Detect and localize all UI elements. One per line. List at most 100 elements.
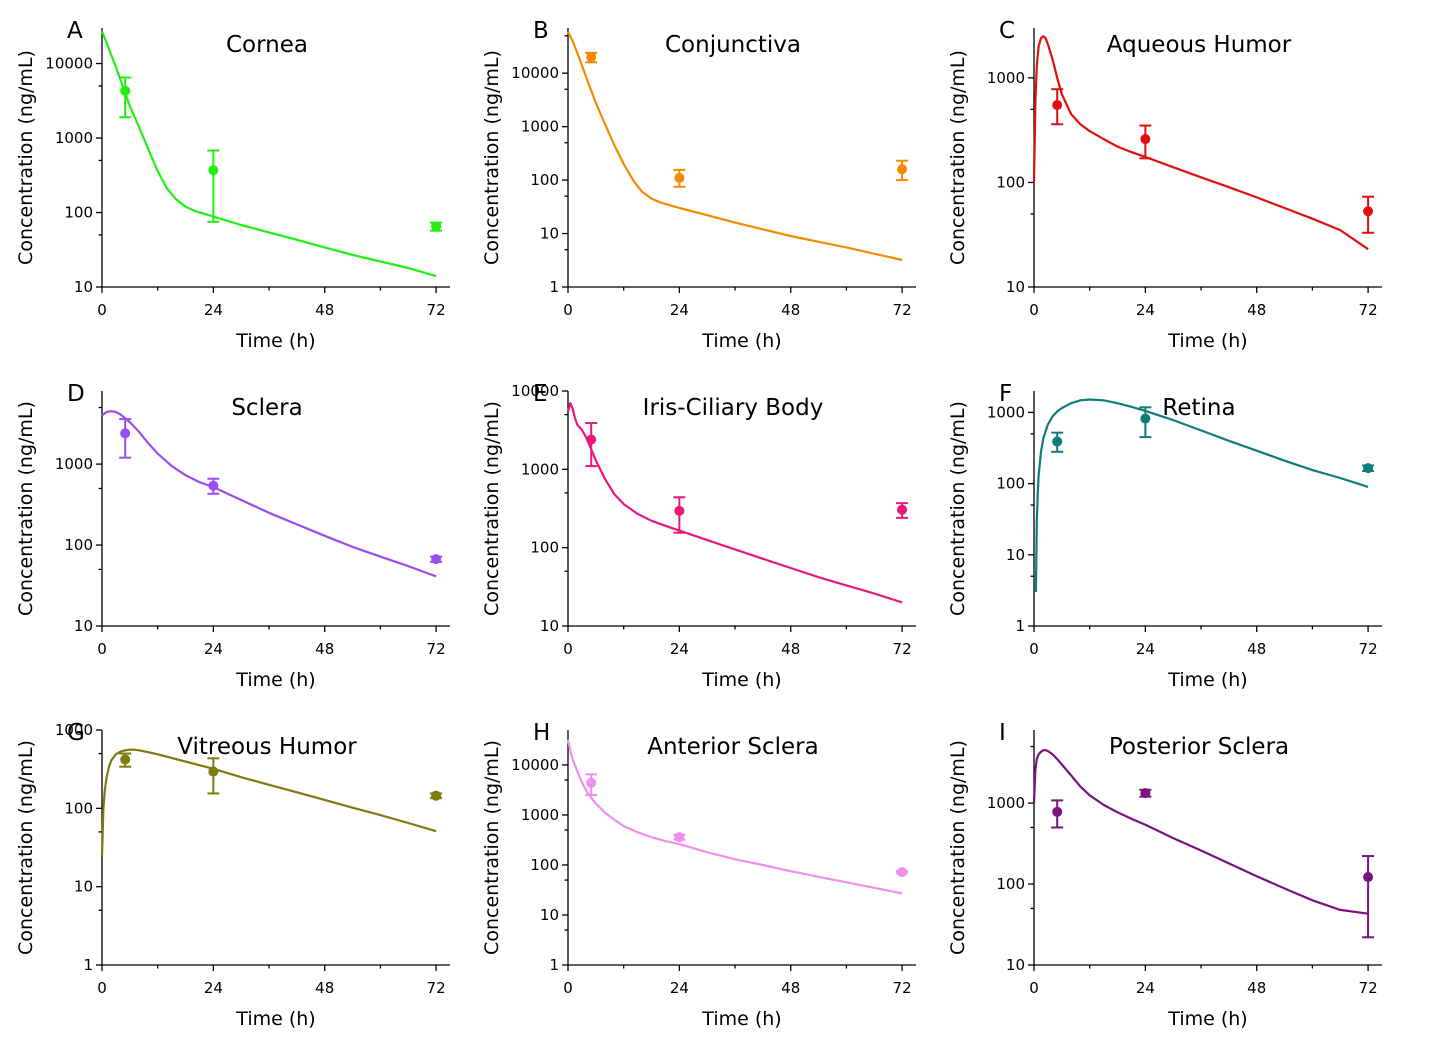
x-tick-label: 24 xyxy=(204,301,223,319)
data-point xyxy=(430,790,443,801)
x-axis-label: Time (h) xyxy=(1167,669,1247,691)
x-axis-label: Time (h) xyxy=(1167,330,1247,352)
x-tick-label: 0 xyxy=(97,979,107,997)
data-marker xyxy=(1052,806,1063,817)
y-tick-label: 10 xyxy=(540,906,559,924)
x-tick-label: 0 xyxy=(563,979,573,997)
x-tick-label: 48 xyxy=(781,640,800,658)
model-curve xyxy=(1032,749,1369,915)
panel-letter: E xyxy=(533,381,548,407)
x-tick-label: 24 xyxy=(1136,301,1155,319)
x-tick-label: 24 xyxy=(670,640,689,658)
y-tick-label: 1000 xyxy=(55,455,93,473)
panel-letter: D xyxy=(67,381,85,407)
data-point xyxy=(896,159,909,182)
x-tick-label: 0 xyxy=(97,301,107,319)
data-marker xyxy=(1052,436,1063,447)
model-curve xyxy=(1034,398,1369,593)
y-tick-label: 10 xyxy=(1006,278,1025,296)
panel-h: 0 24 48 72 1 10 100 1000 10000 Time (h) Concentrat… xyxy=(481,720,916,1030)
x-tick-label: 0 xyxy=(1029,640,1039,658)
data-marker xyxy=(1363,463,1374,474)
panel-title: Aqueous Humor xyxy=(1107,32,1292,58)
panel-letter: G xyxy=(67,720,85,746)
data-marker xyxy=(208,766,219,777)
x-tick-label: 0 xyxy=(1029,301,1039,319)
x-tick-label: 72 xyxy=(427,979,446,997)
y-tick-label: 10 xyxy=(74,617,93,635)
data-point xyxy=(673,496,686,534)
y-tick-label: 10000 xyxy=(511,382,559,400)
panel-g: 0 24 48 72 1 10 100 1000 Time (h) Concentration (… xyxy=(15,720,450,1030)
y-tick-label: 100 xyxy=(64,204,93,222)
x-tick-label: 72 xyxy=(427,640,446,658)
panel-title: Cornea xyxy=(226,32,308,58)
panel-title: Retina xyxy=(1162,395,1235,421)
x-axis-label: Time (h) xyxy=(701,330,781,352)
y-tick-label: 100 xyxy=(530,171,559,189)
x-tick-label: 48 xyxy=(1247,301,1266,319)
data-marker xyxy=(120,428,131,439)
panel-letter: H xyxy=(533,720,550,746)
y-tick-label: 10 xyxy=(74,278,93,296)
y-tick-label: 10 xyxy=(1006,956,1025,974)
x-tick-label: 72 xyxy=(1359,301,1378,319)
model-curve xyxy=(1032,35,1369,251)
y-tick-label: 100 xyxy=(64,799,93,817)
data-marker xyxy=(208,165,219,176)
data-marker xyxy=(674,832,685,843)
y-axis-label: Concentration (ng/mL) xyxy=(481,740,503,955)
panel-title: Vitreous Humor xyxy=(177,734,357,760)
x-tick-label: 24 xyxy=(1136,640,1155,658)
data-point xyxy=(207,149,220,223)
y-axis-label: Concentration (ng/mL) xyxy=(947,740,969,955)
panel-title: Sclera xyxy=(231,395,302,421)
panel-title: Iris-Ciliary Body xyxy=(643,395,824,421)
y-axis-label: Concentration (ng/mL) xyxy=(481,50,503,265)
data-point xyxy=(673,832,686,843)
y-tick-label: 1 xyxy=(549,278,559,296)
x-tick-label: 24 xyxy=(670,301,689,319)
model-curve xyxy=(566,402,903,604)
data-point xyxy=(207,477,220,495)
y-tick-label: 1 xyxy=(549,956,559,974)
data-marker xyxy=(586,434,597,445)
x-tick-label: 72 xyxy=(893,979,912,997)
panel-letter: F xyxy=(999,381,1012,407)
y-tick-label: 10000 xyxy=(511,64,559,82)
panel-b: 0 24 48 72 1 10 100 1000 10000 Time (h) Concentrat… xyxy=(481,18,916,352)
x-tick-label: 0 xyxy=(563,640,573,658)
data-marker xyxy=(1052,100,1063,111)
data-marker xyxy=(431,790,442,801)
data-marker xyxy=(120,754,131,765)
x-tick-label: 72 xyxy=(893,301,912,319)
data-marker xyxy=(897,164,908,175)
model-curve xyxy=(101,410,437,578)
data-point xyxy=(585,51,598,64)
y-tick-label: 1000 xyxy=(987,403,1025,421)
y-tick-label: 1 xyxy=(83,956,93,974)
x-tick-label: 24 xyxy=(204,979,223,997)
y-tick-label: 1000 xyxy=(55,721,93,739)
y-tick-label: 100 xyxy=(996,475,1025,493)
panel-letter: A xyxy=(67,18,83,44)
y-tick-label: 1000 xyxy=(987,794,1025,812)
data-point xyxy=(1051,799,1064,829)
data-marker xyxy=(431,221,442,232)
panel-title: Anterior Sclera xyxy=(647,734,819,760)
panel-f: 0 24 48 72 1 10 100 1000 Time (h) Concentration (… xyxy=(947,381,1382,691)
panel-e: 0 24 48 72 10 100 1000 10000 Time (h) Concentrati… xyxy=(481,381,916,691)
data-point xyxy=(1362,463,1375,474)
y-tick-label: 100 xyxy=(530,856,559,874)
data-marker xyxy=(431,554,442,565)
y-tick-label: 100 xyxy=(64,536,93,554)
y-axis-label: Concentration (ng/mL) xyxy=(15,740,37,955)
y-tick-label: 100 xyxy=(530,539,559,557)
data-point xyxy=(585,773,598,797)
x-tick-label: 0 xyxy=(563,301,573,319)
data-point xyxy=(119,752,132,768)
y-axis-label: Concentration (ng/mL) xyxy=(481,401,503,616)
data-point xyxy=(430,554,443,565)
data-marker xyxy=(208,480,219,491)
x-tick-label: 24 xyxy=(204,640,223,658)
